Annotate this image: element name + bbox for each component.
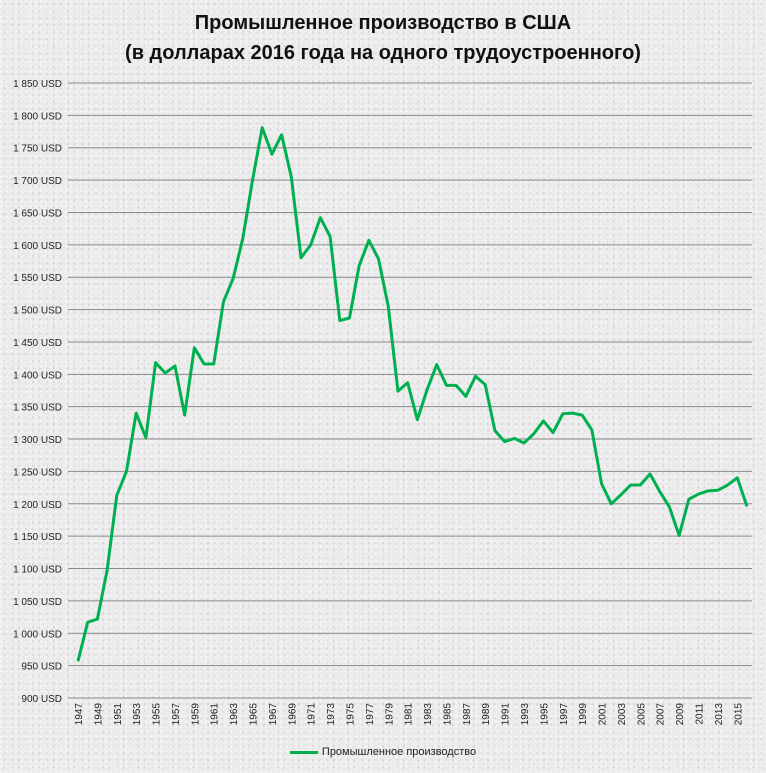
y-tick-label: 1 200 USD [13,500,62,511]
y-tick-label: 1 650 USD [13,208,62,219]
x-tick-label: 1963 [229,703,240,726]
legend-label: Промышленное производство [321,746,477,758]
x-tick-label: 2005 [636,703,647,726]
x-tick-label: 1997 [559,703,570,726]
y-tick-label: 1 150 USD [13,532,62,543]
y-tick-label: 1 100 USD [13,565,62,576]
y-tick-label: 900 USD [21,694,62,705]
legend-swatch [289,750,318,754]
x-tick-label: 1951 [113,703,124,726]
x-tick-label: 1979 [384,703,395,726]
x-tick-label: 2009 [675,703,686,726]
series-line [76,126,749,662]
x-tick-label: 2015 [733,703,744,726]
y-tick-label: 1 750 USD [13,144,62,155]
y-tick-label: 1 850 USD [13,79,62,90]
x-tick-label: 1969 [287,703,298,726]
x-tick-label: 1967 [268,703,279,726]
x-tick-label: 1973 [326,703,337,726]
x-tick-label: 1981 [404,703,415,726]
chart-title-line-1: Промышленное производство в США [194,12,572,34]
x-tick-label: 1955 [152,703,163,726]
x-tick-label: 1987 [462,703,473,726]
x-tick-label: 2007 [656,703,667,726]
x-tick-label: 1949 [93,703,104,726]
x-tick-label: 1995 [539,703,550,726]
x-tick-label: 1983 [423,703,434,726]
x-tick-label: 1961 [210,703,221,726]
y-tick-label: 1 350 USD [13,403,62,414]
y-tick-label: 1 800 USD [13,111,62,122]
x-tick-label: 1985 [442,703,453,726]
y-tick-label: 1 050 USD [13,597,62,608]
x-tick-label: 2001 [598,703,609,726]
x-tick-label: 1993 [520,703,531,726]
x-tick-label: 1991 [501,703,512,726]
y-tick-label: 1 450 USD [13,338,62,349]
y-tick-label: 1 400 USD [13,370,62,381]
chart-title-line-2: (в долларах 2016 года на одного трудоуст… [125,42,641,64]
y-tick-label: 1 000 USD [13,629,62,640]
x-tick-label: 1971 [307,703,318,726]
x-tick-label: 1975 [345,703,356,726]
x-tick-label: 1989 [481,703,492,726]
x-tick-label: 1957 [171,703,182,726]
y-tick-label: 1 550 USD [13,273,62,284]
y-tick-label: 1 600 USD [13,241,62,252]
legend: Промышленное производство [0,746,766,758]
y-tick-label: 950 USD [21,662,62,673]
x-tick-label: 1959 [190,703,201,726]
y-tick-label: 1 300 USD [13,435,62,446]
x-tick-label: 2013 [714,703,725,726]
x-tick-label: 1965 [249,703,260,726]
x-tick-label: 2003 [617,703,628,726]
y-tick-label: 1 500 USD [13,306,62,317]
y-tick-label: 1 700 USD [13,176,62,187]
x-tick-label: 2011 [695,703,706,725]
y-tick-label: 1 250 USD [13,467,62,478]
x-tick-label: 1977 [365,703,376,726]
x-tick-label: 1999 [578,703,589,726]
x-tick-label: 1953 [132,703,143,726]
x-tick-label: 1947 [74,703,85,726]
